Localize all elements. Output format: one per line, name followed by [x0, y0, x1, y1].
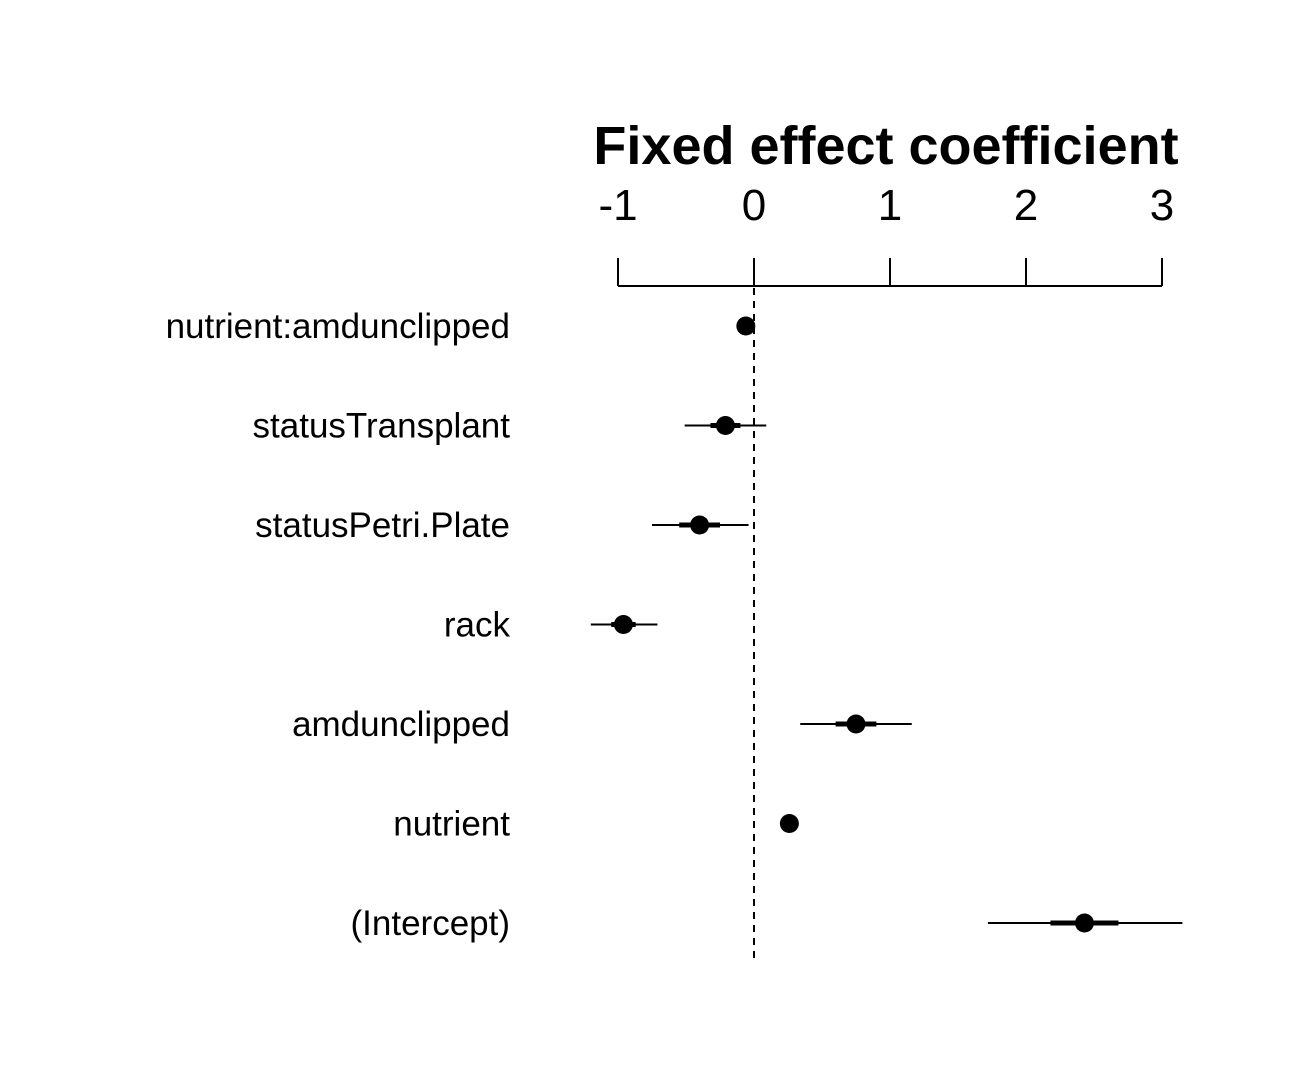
coefficient-row: nutrient:amdunclipped	[166, 307, 756, 346]
row-label: rack	[444, 606, 511, 645]
x-tick-label: 1	[878, 181, 902, 230]
x-tick-label: -1	[598, 181, 637, 230]
row-label: (Intercept)	[351, 904, 511, 943]
coefficient-row: nutrient	[393, 805, 799, 844]
coefficient-row: (Intercept)	[351, 904, 1183, 943]
row-label: statusPetri.Plate	[255, 506, 510, 545]
row-label: amdunclipped	[292, 705, 510, 744]
row-label: nutrient:amdunclipped	[166, 307, 510, 346]
estimate-point	[779, 814, 799, 833]
coefficient-row: statusPetri.Plate	[255, 506, 749, 545]
chart-title: Fixed effect coefficient	[593, 116, 1178, 176]
estimate-point	[613, 615, 633, 634]
x-tick-label: 2	[1014, 181, 1038, 230]
estimate-point	[1074, 913, 1094, 933]
coefficient-row: rack	[444, 606, 658, 645]
coefficient-rows: nutrient:amdunclipped statusTransplant sta…	[166, 307, 1183, 943]
estimate-point	[690, 515, 710, 535]
estimate-point	[846, 714, 866, 734]
estimate-point	[736, 316, 756, 336]
estimate-point	[715, 416, 735, 435]
x-axis: -1 0 1 2 3	[598, 181, 1174, 287]
row-label: statusTransplant	[253, 407, 511, 446]
coefficient-row: statusTransplant	[253, 407, 767, 446]
coefficient-row: amdunclipped	[292, 705, 912, 744]
row-label: nutrient	[393, 805, 510, 844]
x-tick-label: 3	[1150, 181, 1174, 230]
x-tick-label: 0	[742, 181, 766, 230]
